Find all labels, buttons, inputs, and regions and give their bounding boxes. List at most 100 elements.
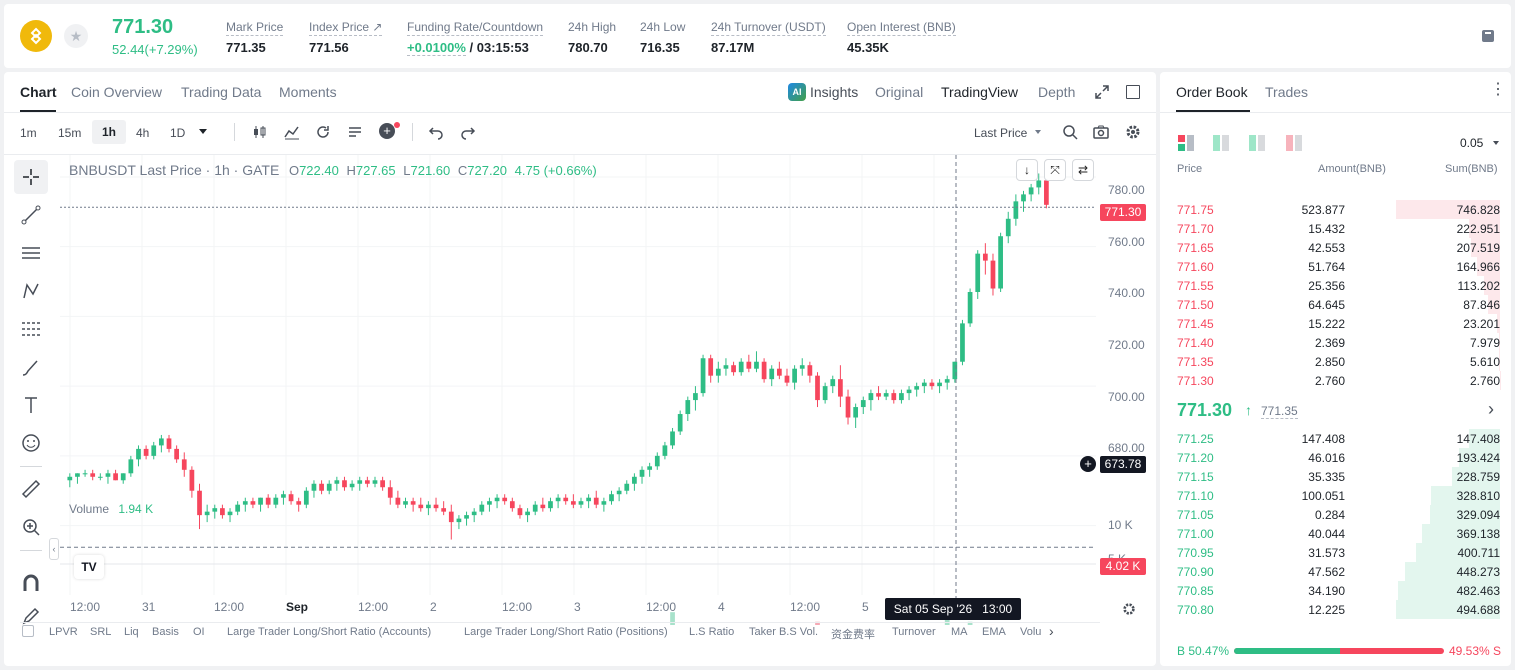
stat-index-price[interactable]: Index Price ↗ 771.56 xyxy=(309,20,383,55)
chevron-down-icon[interactable] xyxy=(1493,141,1499,145)
fib-retracement-icon[interactable] xyxy=(14,312,48,346)
add-alert-icon[interactable]: + xyxy=(1080,456,1096,472)
camera-icon[interactable] xyxy=(1093,124,1109,145)
order-book-row[interactable]: 771.60 51.764 164.966 xyxy=(1160,257,1511,276)
expand-icon[interactable] xyxy=(1094,84,1110,100)
crosshair-icon[interactable] xyxy=(14,160,48,194)
order-book-row[interactable]: 771.00 40.044 369.138 xyxy=(1160,524,1511,543)
layout-asks-icon[interactable] xyxy=(1286,135,1302,151)
text-tool-icon[interactable] xyxy=(14,388,48,422)
interval-4h[interactable]: 4h xyxy=(136,126,150,140)
refresh-icon[interactable] xyxy=(315,124,331,145)
order-book-row[interactable]: 770.80 12.225 494.688 xyxy=(1160,600,1511,619)
favorite-star-icon[interactable]: ★ xyxy=(64,24,88,48)
price-chart[interactable] xyxy=(60,155,1156,625)
view-depth[interactable]: Depth xyxy=(1038,84,1076,100)
scroll-down-icon[interactable]: ↓ xyxy=(1016,159,1038,181)
tab-order-book[interactable]: Order Book xyxy=(1176,84,1248,100)
indicator-taker-vol[interactable]: Taker B.S Vol. xyxy=(749,626,819,638)
order-book-row[interactable]: 771.20 46.016 193.424 xyxy=(1160,448,1511,467)
indicators-icon[interactable] xyxy=(284,124,300,145)
indicator-turnover[interactable]: Turnover xyxy=(892,626,936,638)
settings-icon[interactable] xyxy=(1122,602,1136,621)
pencil-lock-icon[interactable] xyxy=(14,604,48,628)
order-book-row[interactable]: 771.75 523.877 746.828 xyxy=(1160,200,1511,219)
indicator-lpvr[interactable]: LPVR xyxy=(49,626,78,638)
view-insights[interactable]: Insights xyxy=(810,84,859,100)
indicator-ls-accounts[interactable]: Large Trader Long/Short Ratio (Accounts) xyxy=(227,626,432,638)
indicator-funding-rate[interactable]: 资金费率 xyxy=(831,629,875,641)
order-book-row[interactable]: 771.05 0.284 329.094 xyxy=(1160,505,1511,524)
indicator-ma[interactable]: MA xyxy=(951,626,968,638)
order-book-row[interactable]: 771.25 147.408 147.408 xyxy=(1160,429,1511,448)
magnet-icon[interactable] xyxy=(14,566,48,600)
emoji-icon[interactable] xyxy=(14,426,48,460)
chevron-down-icon[interactable] xyxy=(1035,130,1041,134)
chevron-down-icon[interactable] xyxy=(199,129,207,134)
interval-1h[interactable]: 1h xyxy=(92,120,126,144)
order-book-row[interactable]: 771.55 25.356 113.202 xyxy=(1160,276,1511,295)
collapse-toolbar-handle[interactable]: ‹ xyxy=(49,538,59,560)
tab-trading-data[interactable]: Trading Data xyxy=(181,84,262,100)
more-options-icon[interactable]: ⋮ xyxy=(1490,81,1506,98)
collapse-indicators-icon[interactable] xyxy=(22,625,34,637)
order-book-row[interactable]: 771.40 2.369 7.979 xyxy=(1160,333,1511,352)
interval-15m[interactable]: 15m xyxy=(58,126,82,140)
candle-body xyxy=(82,473,88,475)
order-book-row[interactable]: 771.65 42.553 207.519 xyxy=(1160,238,1511,257)
indicator-volume[interactable]: Volu xyxy=(1020,626,1042,638)
swap-icon[interactable]: ⇄ xyxy=(1072,159,1094,181)
layout-both-icon[interactable] xyxy=(1178,135,1194,151)
ruler-icon[interactable] xyxy=(14,472,48,506)
order-book-row[interactable]: 770.95 31.573 400.711 xyxy=(1160,543,1511,562)
tab-moments[interactable]: Moments xyxy=(279,84,337,100)
tab-chart[interactable]: Chart xyxy=(20,84,57,100)
tab-coin-overview[interactable]: Coin Overview xyxy=(71,84,163,100)
chevron-right-icon[interactable]: › xyxy=(1049,623,1054,639)
order-book-row[interactable]: 771.35 2.850 5.610 xyxy=(1160,352,1511,371)
indicator-ema[interactable]: EMA xyxy=(982,626,1006,638)
fullscreen-icon[interactable] xyxy=(1126,85,1140,99)
horizontal-lines-icon[interactable] xyxy=(14,236,48,270)
ai-insights-icon[interactable]: AI xyxy=(788,83,806,101)
indicator-basis[interactable]: Basis xyxy=(152,626,179,638)
indicator-srl[interactable]: SRL xyxy=(90,626,112,638)
view-tradingview[interactable]: TradingView xyxy=(941,84,1019,100)
layout-green-icon[interactable] xyxy=(1249,135,1265,151)
template-icon[interactable] xyxy=(347,124,363,145)
interval-1m[interactable]: 1m xyxy=(20,126,37,140)
order-book-row[interactable]: 771.45 15.222 23.201 xyxy=(1160,314,1511,333)
undo-icon[interactable] xyxy=(428,124,444,145)
order-book-row[interactable]: 771.15 35.335 228.759 xyxy=(1160,467,1511,486)
layout-bids-icon[interactable] xyxy=(1213,135,1229,151)
price-source-select[interactable]: Last Price xyxy=(974,126,1028,140)
tab-trades[interactable]: Trades xyxy=(1265,84,1309,100)
indicator-ls-positions[interactable]: Large Trader Long/Short Ratio (Positions… xyxy=(464,626,668,638)
order-book-row[interactable]: 771.10 100.051 328.810 xyxy=(1160,486,1511,505)
time-tick: 5 xyxy=(862,600,869,614)
gear-icon[interactable] xyxy=(1125,124,1141,145)
add-plugin-icon[interactable]: + xyxy=(379,123,395,139)
candle-type-icon[interactable] xyxy=(252,124,268,145)
redo-icon[interactable] xyxy=(460,124,476,145)
indicator-liq[interactable]: Liq xyxy=(124,626,139,638)
trend-line-icon[interactable] xyxy=(14,198,48,232)
order-book-row[interactable]: 770.85 34.190 482.463 xyxy=(1160,581,1511,600)
funding-rate[interactable]: +0.0100% xyxy=(407,40,466,56)
order-book-row[interactable]: 771.30 2.760 2.760 xyxy=(1160,371,1511,390)
order-book-row[interactable]: 771.50 64.645 87.846 xyxy=(1160,295,1511,314)
notebook-icon[interactable] xyxy=(1478,26,1498,46)
chevron-right-icon[interactable]: › xyxy=(1488,399,1494,419)
search-icon[interactable] xyxy=(1062,124,1078,145)
order-book-row[interactable]: 771.70 15.432 222.951 xyxy=(1160,219,1511,238)
zoom-in-icon[interactable] xyxy=(14,510,48,544)
brush-icon[interactable] xyxy=(14,350,48,384)
precision-select[interactable]: 0.05 xyxy=(1460,136,1484,150)
collapse-icon[interactable]: ⤧ xyxy=(1044,159,1066,181)
order-book-row[interactable]: 770.90 47.562 448.273 xyxy=(1160,562,1511,581)
indicator-oi[interactable]: OI xyxy=(193,626,205,638)
indicator-ls-ratio[interactable]: L.S Ratio xyxy=(689,626,735,638)
view-original[interactable]: Original xyxy=(875,84,924,100)
interval-1d[interactable]: 1D xyxy=(170,126,186,140)
pattern-icon[interactable] xyxy=(14,274,48,308)
